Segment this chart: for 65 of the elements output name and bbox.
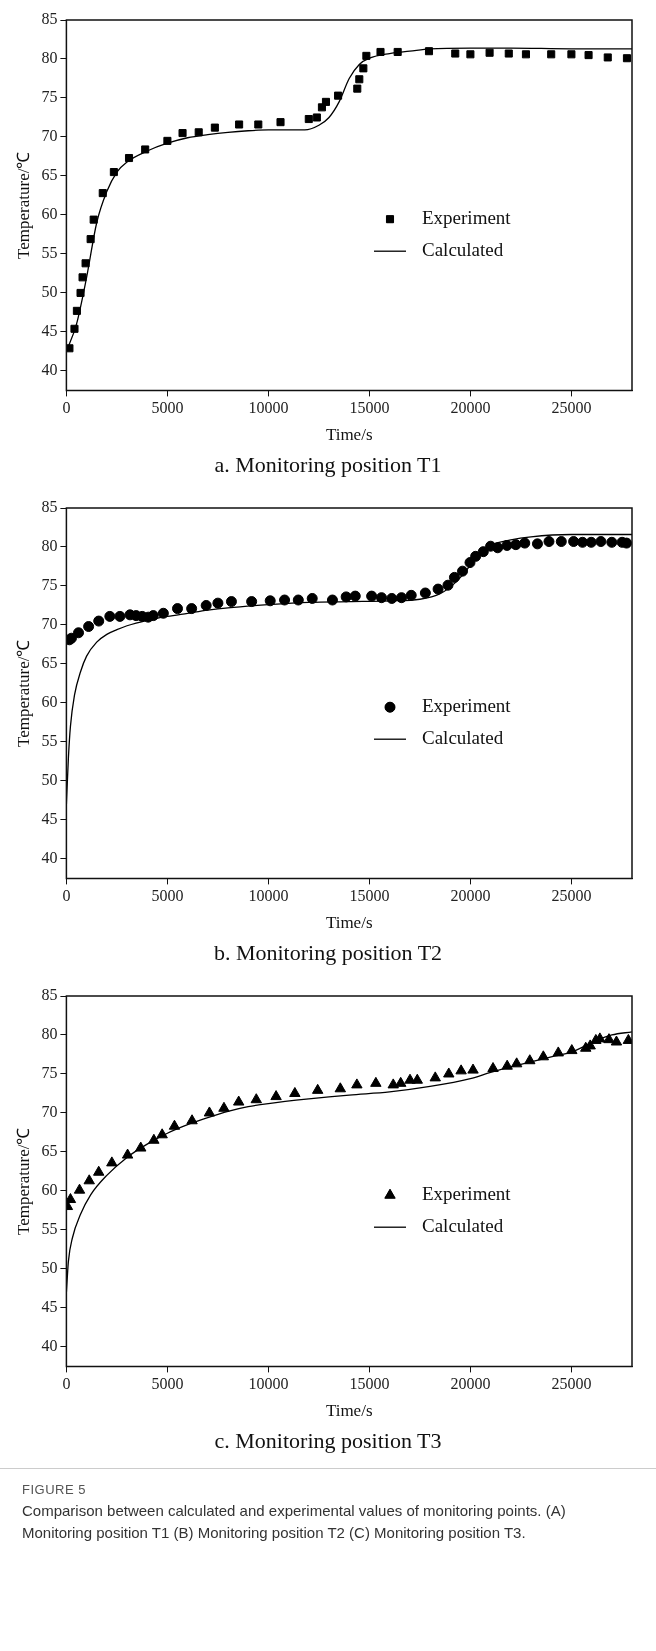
text: a. Monitoring position T1 — [213, 452, 443, 478]
x-tick-label: 20000 — [450, 1375, 491, 1393]
x-tick-label: 0 — [62, 399, 71, 417]
y-tick-label: 75 — [41, 576, 58, 594]
x-axis-title: Time/s — [325, 1401, 373, 1421]
y-tick-label: 80 — [41, 1025, 58, 1043]
x-axis-title: Time/s — [325, 913, 373, 933]
y-tick-label: 65 — [41, 654, 58, 672]
legend-label: Experiment — [422, 207, 512, 229]
y-tick-label: 65 — [41, 1142, 58, 1160]
y-tick-label: 70 — [41, 127, 58, 145]
x-tick-label: 10000 — [248, 1375, 289, 1393]
x-tick-label: 0 — [62, 1375, 71, 1393]
y-tick-label: 75 — [41, 88, 58, 106]
y-tick-label: 50 — [41, 1259, 58, 1277]
y-tick-label: 55 — [41, 732, 58, 750]
y-tick-label: 55 — [41, 1220, 58, 1238]
y-axis-title: Temperature/℃ — [13, 151, 33, 259]
text: c. Monitoring position T3 — [213, 1428, 443, 1454]
y-tick-label: 85 — [41, 498, 58, 516]
y-tick-label: 50 — [41, 283, 58, 301]
y-axis-title: Temperature/℃ — [13, 639, 33, 747]
y-tick-label: 65 — [41, 166, 58, 184]
x-tick-label: 10000 — [248, 887, 289, 905]
y-tick-label: 45 — [41, 1298, 58, 1316]
legend-label: Calculated — [422, 239, 504, 261]
x-tick-label: 15000 — [349, 399, 390, 417]
y-tick-label: 70 — [41, 1103, 58, 1121]
y-tick-label: 85 — [41, 10, 58, 28]
legend-label: Experiment — [422, 695, 512, 717]
y-tick-label: 50 — [41, 771, 58, 789]
x-tick-label: 25000 — [551, 1375, 592, 1393]
x-tick-label: 15000 — [349, 887, 390, 905]
y-tick-label: 60 — [41, 205, 58, 223]
x-tick-label: 15000 — [349, 1375, 390, 1393]
x-tick-label: 25000 — [551, 887, 592, 905]
text: Comparison between calculated and experimental values of monitoring points. (A) Monitoring position T1 (B) Monitoring position T2 (C) Monitoring position T3. — [22, 1500, 567, 1543]
x-tick-label: 5000 — [151, 887, 184, 905]
y-tick-label: 55 — [41, 244, 58, 262]
x-tick-label: 0 — [62, 887, 71, 905]
x-axis-title: Time/s — [325, 425, 373, 445]
y-tick-label: 60 — [41, 693, 58, 711]
y-tick-label: 40 — [41, 849, 58, 867]
x-tick-label: 10000 — [248, 399, 289, 417]
x-tick-label: 5000 — [151, 1375, 184, 1393]
legend-label: Experiment — [422, 1183, 512, 1205]
legend-label: Calculated — [422, 1215, 504, 1237]
caption: FIGURE 5 — [22, 1481, 87, 1499]
x-tick-label: 20000 — [450, 887, 491, 905]
y-tick-label: 80 — [41, 49, 58, 67]
y-tick-label: 85 — [41, 986, 58, 1004]
y-tick-label: 40 — [41, 1337, 58, 1355]
y-tick-label: 60 — [41, 1181, 58, 1199]
y-tick-label: 40 — [41, 361, 58, 379]
y-tick-label: 45 — [41, 810, 58, 828]
y-tick-label: 75 — [41, 1064, 58, 1082]
y-axis-title: Temperature/℃ — [13, 1127, 33, 1235]
x-tick-label: 25000 — [551, 399, 592, 417]
text: b. Monitoring position T2 — [212, 940, 444, 966]
x-tick-label: 20000 — [450, 399, 491, 417]
y-tick-label: 70 — [41, 615, 58, 633]
y-tick-label: 80 — [41, 537, 58, 555]
y-tick-label: 45 — [41, 322, 58, 340]
x-tick-label: 5000 — [151, 399, 184, 417]
legend-label: Calculated — [422, 727, 504, 749]
